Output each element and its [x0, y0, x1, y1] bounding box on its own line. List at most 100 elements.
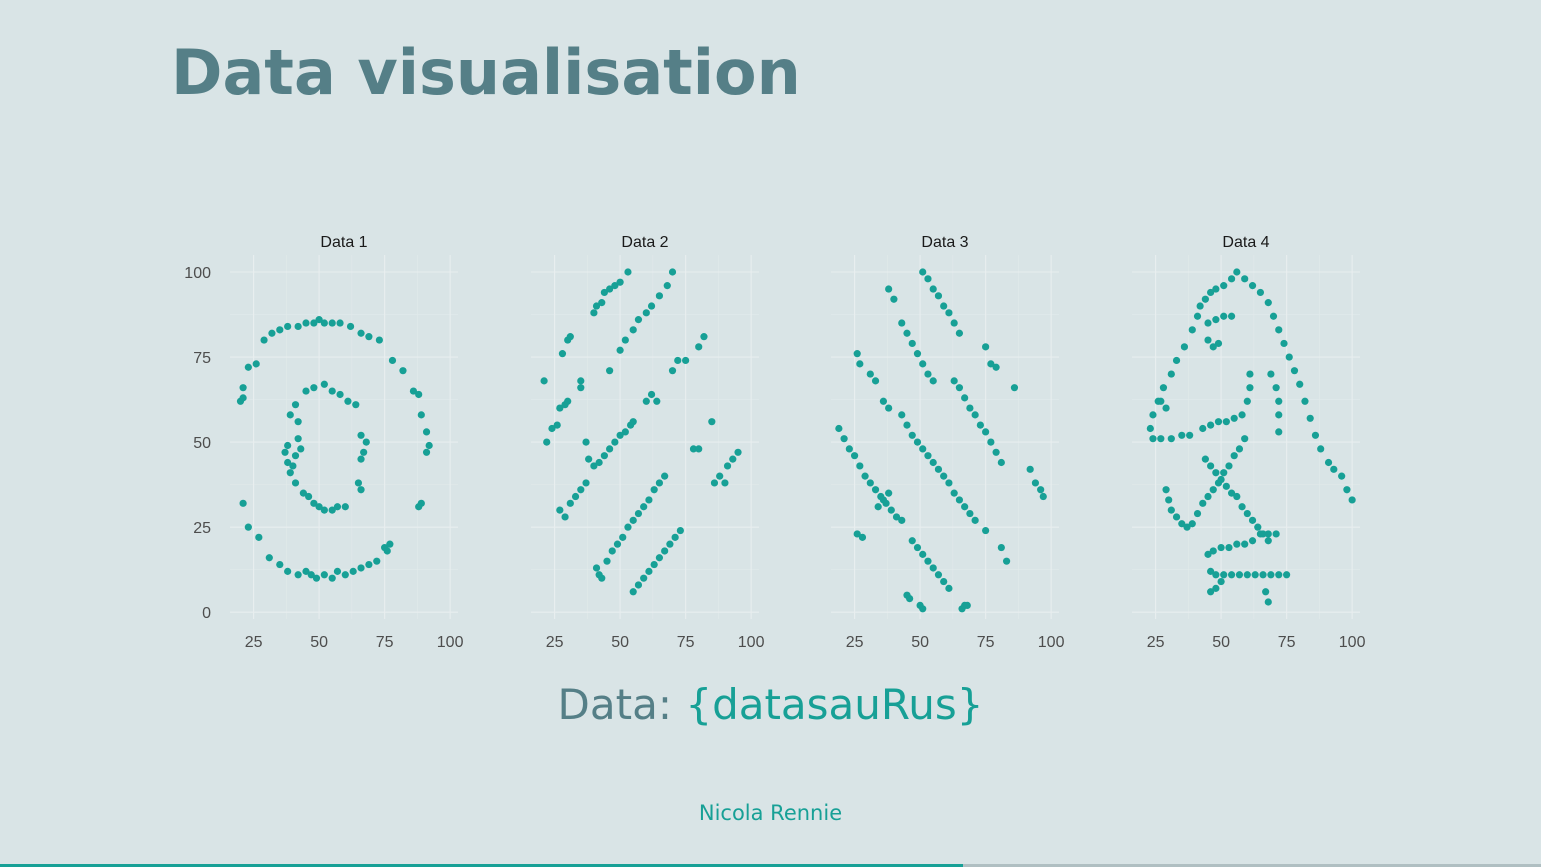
data-point [1267, 370, 1275, 378]
data-point [1167, 435, 1175, 443]
data-point [1162, 404, 1170, 412]
data-point [1272, 530, 1280, 538]
data-point [929, 285, 937, 293]
data-point [734, 448, 742, 456]
data-point [239, 384, 247, 392]
data-point [611, 282, 619, 290]
data-point [1267, 571, 1275, 579]
data-point [634, 509, 643, 518]
data-point [1214, 339, 1223, 348]
data-point [556, 506, 564, 514]
data-point [653, 397, 661, 405]
data-point [606, 445, 614, 453]
data-point [1188, 326, 1196, 334]
data-point [1204, 492, 1212, 501]
data-point [1212, 571, 1220, 579]
data-point [634, 581, 643, 589]
data-point [1246, 384, 1254, 392]
author-name: Nicola Rennie [698, 801, 843, 825]
data-point [302, 387, 310, 395]
data-point [365, 560, 373, 569]
data-point [608, 547, 616, 555]
data-point [929, 458, 937, 467]
data-point [585, 455, 593, 463]
x-tick-label: 100 [437, 634, 464, 651]
data-point [1238, 503, 1246, 511]
data-point [950, 319, 958, 327]
data-point [409, 387, 418, 395]
data-point [645, 496, 653, 504]
data-point [1235, 445, 1244, 453]
data-point [616, 346, 624, 354]
data-point [305, 492, 313, 501]
data-point [621, 428, 629, 436]
data-point [582, 479, 590, 487]
data-point [281, 448, 289, 456]
data-point [1280, 339, 1288, 348]
data-point [971, 516, 979, 524]
data-point [892, 513, 901, 521]
data-point [655, 554, 664, 562]
data-point [289, 462, 297, 470]
data-point [417, 411, 425, 419]
x-tick-label: 75 [977, 634, 995, 651]
data-point [924, 452, 932, 460]
slide-progress-fill [0, 864, 964, 867]
data-point [650, 560, 658, 569]
data-point [1256, 288, 1265, 297]
data-point [903, 329, 911, 337]
data-point [940, 302, 948, 310]
data-point [553, 421, 561, 429]
caption-package: {datasauRus} [685, 680, 984, 729]
data-point [357, 564, 365, 572]
data-point [642, 397, 650, 405]
data-point [1212, 285, 1220, 293]
data-point [650, 486, 658, 494]
data-point [291, 452, 300, 460]
data-point [666, 540, 674, 548]
data-point [992, 363, 1000, 371]
data-point [341, 571, 349, 579]
data-point [866, 479, 874, 487]
data-point [908, 537, 916, 545]
data-point [1264, 299, 1272, 307]
data-point [1204, 336, 1212, 344]
panel-3: 25 50 75 100 Data 3 [831, 234, 1065, 651]
data-point [598, 574, 606, 582]
data-point [840, 435, 848, 443]
data-point [577, 377, 585, 385]
data-point [1214, 418, 1223, 426]
data-point [1343, 486, 1351, 494]
data-point [1207, 421, 1215, 429]
data-point [603, 557, 611, 565]
data-point [663, 282, 671, 290]
data-point [1262, 588, 1270, 596]
data-point [294, 571, 302, 579]
data-point [982, 526, 990, 535]
data-point [629, 326, 637, 334]
panel-2: 25 50 75 100 Data 2 [531, 234, 765, 651]
data-point [302, 319, 310, 327]
data-point [1031, 479, 1040, 487]
data-point [1338, 472, 1346, 480]
data-point [360, 448, 368, 456]
data-point [286, 411, 294, 419]
data-point [1186, 431, 1194, 439]
data-point [284, 322, 292, 331]
data-point [1241, 435, 1249, 443]
data-point [365, 333, 373, 341]
data-point [268, 329, 276, 337]
data-point [284, 458, 292, 467]
data-point [1183, 523, 1191, 531]
data-point [997, 543, 1005, 552]
data-point [1233, 492, 1241, 501]
data-point [1204, 319, 1212, 327]
data-point [853, 350, 861, 358]
data-point [1196, 302, 1204, 310]
data-point [1243, 397, 1251, 405]
data-point [1324, 458, 1333, 467]
data-point [1172, 356, 1181, 365]
data-point [629, 418, 637, 426]
data-point [1230, 452, 1238, 460]
data-point [1146, 424, 1154, 433]
